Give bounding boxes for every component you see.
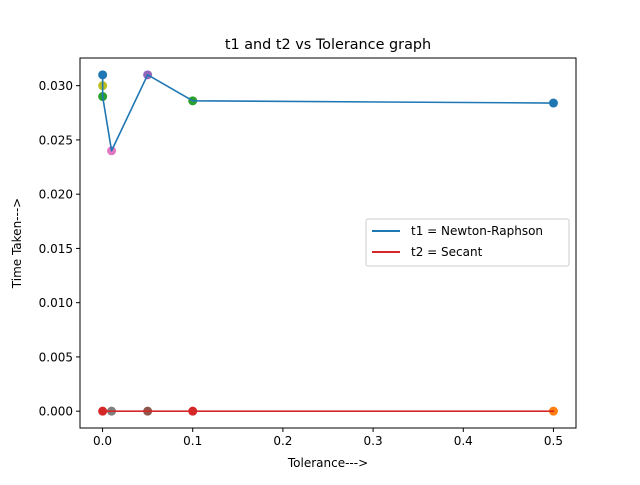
chart-title: t1 and t2 vs Tolerance graph (225, 37, 431, 53)
y-tick-label: 0.025 (39, 133, 73, 147)
series-line-t1 (101, 74, 555, 152)
x-tick-label: 0.0 (93, 434, 112, 448)
legend: t1 = Newton-Raphson t2 = Secant (365, 218, 570, 267)
y-tick-label: 0.015 (39, 242, 73, 256)
x-axis-label: Tolerance---> (287, 456, 368, 470)
legend-label-t2: t2 = Secant (411, 245, 483, 259)
x-tick-label: 0.2 (273, 434, 292, 448)
y-tick-label: 0.000 (39, 405, 73, 419)
y-tick-label: 0.020 (39, 188, 73, 202)
plot-area (98, 70, 558, 416)
y-tick-label: 0.005 (39, 350, 73, 364)
y-tick-label: 0.010 (39, 296, 73, 310)
x-axis: 0.0 0.1 0.2 0.3 0.4 0.5 (93, 428, 563, 448)
y-axis: 0.000 0.005 0.010 0.015 0.020 0.025 0.030 (39, 79, 80, 419)
y-axis-label: Time Taken---> (10, 198, 24, 289)
x-tick-label: 0.5 (544, 434, 563, 448)
axes-frame (79, 57, 577, 429)
x-tick-label: 0.1 (183, 434, 202, 448)
y-tick-label: 0.030 (39, 79, 73, 93)
legend-label-t1: t1 = Newton-Raphson (411, 224, 543, 238)
legend-box (365, 218, 570, 267)
x-tick-label: 0.3 (364, 434, 383, 448)
x-tick-label: 0.4 (454, 434, 473, 448)
